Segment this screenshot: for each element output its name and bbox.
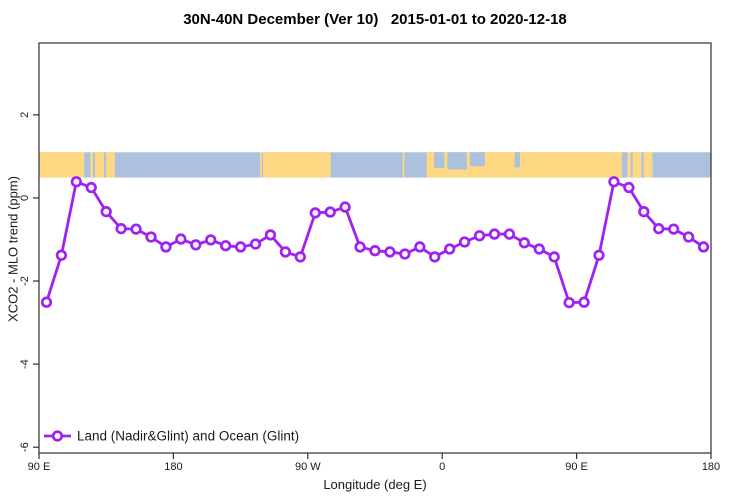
data-point bbox=[429, 251, 441, 263]
data-point bbox=[458, 236, 471, 248]
y-tick-label: -2 bbox=[19, 276, 31, 286]
x-tick-label: 180 bbox=[164, 461, 182, 473]
data-point bbox=[234, 241, 247, 253]
x-tick-label: 90 W bbox=[295, 461, 321, 473]
data-point bbox=[324, 206, 336, 218]
data-point bbox=[249, 238, 262, 250]
data-point bbox=[593, 249, 605, 261]
data-point bbox=[563, 296, 575, 309]
inland-sea-segment bbox=[433, 152, 445, 168]
legend: Land (Nadir&Glint) and Ocean (Glint) bbox=[44, 429, 299, 444]
data-point bbox=[85, 181, 97, 194]
inland-sea-segment bbox=[514, 152, 520, 168]
land-segment bbox=[39, 152, 85, 178]
data-point bbox=[369, 245, 381, 257]
inland-sea-segment bbox=[469, 152, 485, 167]
data-point bbox=[115, 223, 127, 235]
data-point bbox=[175, 233, 187, 245]
x-tick-label: 0 bbox=[439, 461, 445, 473]
data-point bbox=[533, 243, 545, 255]
data-point bbox=[623, 181, 635, 194]
data-point bbox=[279, 246, 292, 258]
data-point bbox=[444, 243, 456, 255]
data-point bbox=[578, 296, 590, 308]
land-segment bbox=[627, 152, 631, 178]
data-point bbox=[309, 207, 321, 219]
data-point bbox=[414, 241, 426, 253]
latitude-map-band bbox=[39, 152, 711, 178]
data-point bbox=[473, 230, 486, 242]
x-tick-label: 180 bbox=[702, 461, 720, 473]
data-point bbox=[145, 231, 157, 243]
data-point bbox=[220, 240, 232, 252]
data-point bbox=[160, 241, 172, 253]
data-point bbox=[638, 206, 650, 218]
data-point bbox=[548, 251, 560, 263]
data-point bbox=[608, 176, 620, 188]
land-segment bbox=[106, 152, 115, 178]
data-point bbox=[70, 176, 82, 188]
y-tick-label: 2 bbox=[19, 112, 31, 118]
data-point bbox=[205, 234, 217, 246]
data-point bbox=[503, 228, 516, 240]
land-segment bbox=[90, 152, 94, 178]
land-segment bbox=[260, 152, 262, 178]
y-tick-label: 0 bbox=[19, 195, 31, 201]
land-segment bbox=[643, 152, 653, 178]
y-axis-title: XCO2 - MLO trend (ppm) bbox=[5, 176, 21, 322]
x-tick-label: 90 E bbox=[565, 461, 588, 473]
plot-box bbox=[38, 42, 712, 454]
x-axis-title: Longitude (deg E) bbox=[323, 477, 427, 492]
legend-marker bbox=[51, 430, 64, 442]
data-point bbox=[653, 223, 665, 235]
data-point bbox=[55, 249, 68, 261]
inland-sea-segment bbox=[447, 152, 467, 170]
chart-title: 30N-40N December (Ver 10) 2015-01-01 to … bbox=[183, 11, 567, 28]
data-line bbox=[45, 180, 705, 305]
y-tick-label: -6 bbox=[19, 442, 31, 452]
land-segment bbox=[402, 152, 405, 178]
y-tick-label: -4 bbox=[19, 359, 31, 369]
data-point bbox=[339, 201, 351, 213]
data-point bbox=[384, 246, 396, 258]
x-tick-label: 90 E bbox=[28, 461, 51, 473]
legend-label: Land (Nadir&Glint) and Ocean (Glint) bbox=[77, 429, 299, 444]
data-point bbox=[518, 237, 530, 249]
data-point bbox=[354, 241, 366, 253]
data-point bbox=[264, 229, 277, 241]
data-point bbox=[190, 239, 202, 251]
land-segment bbox=[263, 152, 331, 178]
land-segment bbox=[632, 152, 642, 178]
data-point bbox=[399, 248, 411, 260]
data-point bbox=[100, 206, 112, 218]
land-segment bbox=[95, 152, 104, 178]
data-point bbox=[488, 228, 501, 240]
data-point bbox=[668, 223, 680, 235]
data-point bbox=[697, 241, 710, 253]
data-point bbox=[682, 231, 695, 243]
data-point bbox=[40, 296, 53, 308]
data-point bbox=[294, 251, 306, 263]
data-point bbox=[130, 223, 142, 235]
